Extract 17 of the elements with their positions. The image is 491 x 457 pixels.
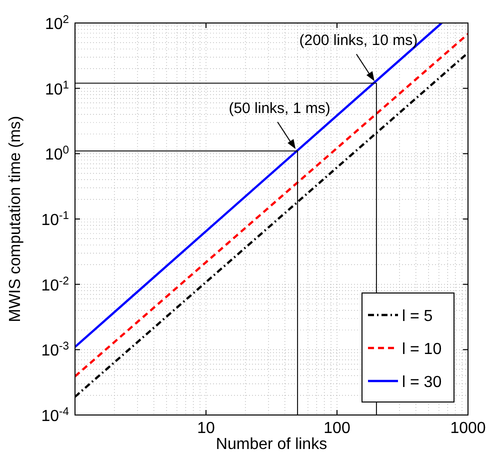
y-tick-label: 10$^{-1}$ — [41, 210, 69, 229]
y-tick-label: 10$^{-2}$ — [41, 275, 69, 294]
y-axis-title: MWIS computation time (ms) — [7, 116, 24, 322]
x-tick-label: 10 — [197, 420, 215, 437]
y-tick-label: 10$^{-4}$ — [41, 406, 69, 425]
legend-label: l = 10 — [402, 341, 442, 358]
legend-label: l = 5 — [402, 308, 433, 325]
y-tick-label: 10$^{1}$ — [44, 79, 69, 98]
legend-label: l = 30 — [402, 374, 442, 391]
y-tick-label: 10$^{0}$ — [44, 144, 69, 164]
x-tick-label: 1000 — [450, 420, 486, 437]
x-axis-title: Number of links — [216, 436, 328, 453]
x-tick-label: 100 — [324, 420, 350, 437]
annotation: (50 links, 1 ms) — [228, 100, 330, 117]
y-tick-label: 10$^{2}$ — [44, 14, 69, 33]
annotation: (200 links, 10 ms) — [299, 32, 418, 50]
y-tick-label: 10$^{-3}$ — [41, 340, 69, 360]
